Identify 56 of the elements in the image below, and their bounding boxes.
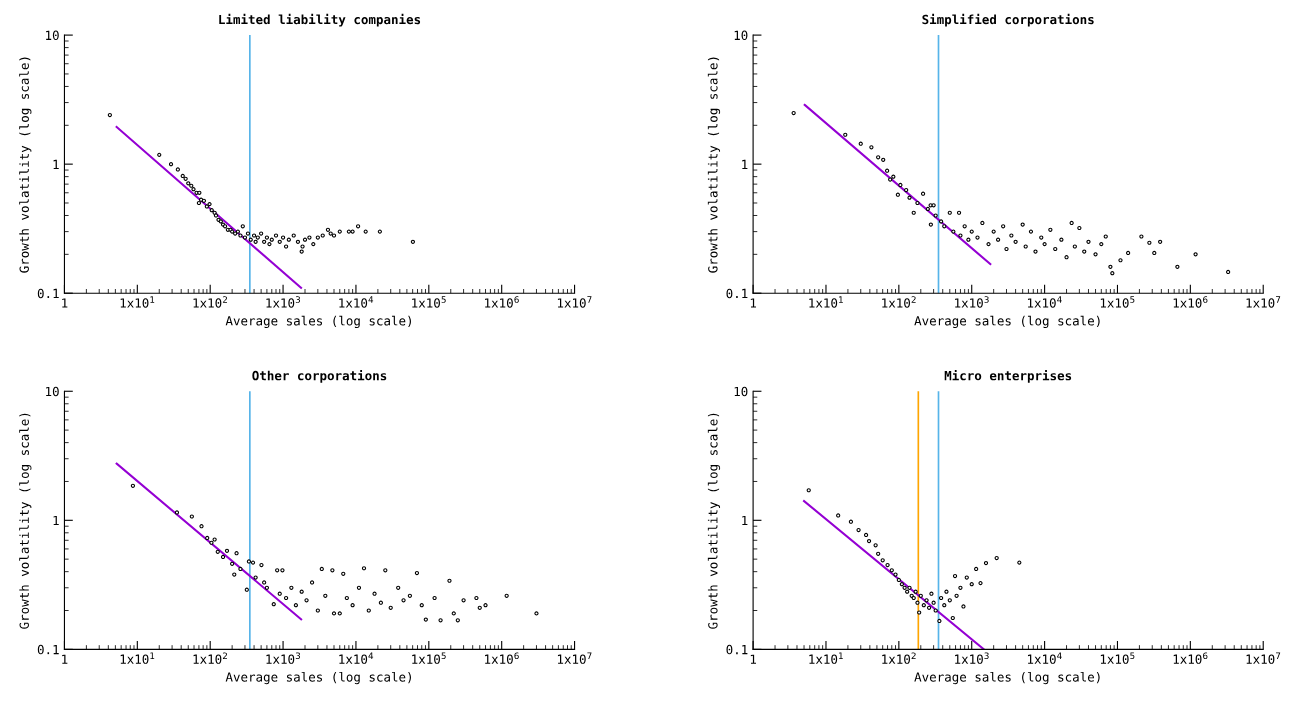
x-tick-label: 1x10$^{2}$ [193, 652, 227, 664]
y-tick-label: 10 [46, 30, 59, 41]
x-tick-label: 1 [750, 298, 757, 308]
x-tick-label: 1x10$^{2}$ [193, 296, 227, 308]
y-tick-label: 0.1 [37, 288, 59, 299]
x-tick-label: 1x10$^{3}$ [955, 652, 989, 664]
chart-title: Micro enterprises [944, 369, 1072, 383]
x-tick-label: 1x10$^{3}$ [266, 296, 301, 308]
x-tick-label: 1x10$^{3}$ [266, 652, 301, 664]
y-tick-label: 10 [734, 386, 748, 397]
y-axis-title: Growth volatility (log scale) [707, 413, 721, 629]
y-axis-title: Growth volatility (log scale) [707, 57, 721, 273]
x-tick-label: 1x10$^{7}$ [557, 652, 592, 664]
x-tick-label: 1x10$^{1}$ [120, 296, 155, 308]
x-tick-label: 1x10$^{4}$ [1027, 652, 1062, 664]
x-tick-label: 1 [62, 654, 68, 664]
y-tick-label: 10 [734, 30, 748, 41]
y-tick-label: 1 [53, 515, 59, 526]
x-tick-label: 1x10$^{7}$ [1246, 652, 1281, 664]
x-axis-title: Average sales (log scale) [225, 671, 411, 685]
x-tick-label: 1x10$^{6}$ [1173, 296, 1208, 308]
chart-title: Simplified corporations [922, 13, 1094, 27]
x-tick-label: 1x10$^{4}$ [339, 652, 374, 664]
y-tick-label: 1 [742, 515, 748, 526]
y-axis-title: Growth volatility (log scale) [19, 57, 32, 273]
x-axis-title: Average sales (log scale) [914, 671, 1100, 685]
y-tick-label: 0.1 [726, 644, 748, 655]
x-tick-label: 1x10$^{5}$ [412, 296, 446, 308]
x-tick-label: 1x10$^{5}$ [1100, 652, 1135, 664]
y-axis-title: Growth volatility (log scale) [19, 413, 32, 629]
x-tick-label: 1 [750, 654, 757, 664]
x-tick-label: 1x10$^{6}$ [485, 296, 519, 308]
chart-title: Other corporations [252, 369, 387, 383]
x-tick-label: 1x10$^{6}$ [485, 652, 519, 664]
chart-title: Limited liability companies [219, 13, 421, 27]
y-tick-label: 0.1 [726, 288, 748, 299]
y-tick-label: 10 [46, 386, 59, 397]
x-tick-label: 1x10$^{4}$ [1027, 296, 1062, 308]
x-tick-label: 1x10$^{6}$ [1173, 652, 1208, 664]
x-tick-label: 1x10$^{3}$ [955, 296, 989, 308]
x-tick-label: 1x10$^{7}$ [1246, 296, 1281, 308]
y-tick-label: 0.1 [37, 644, 59, 655]
y-tick-label: 1 [742, 159, 748, 169]
x-tick-label: 1x10$^{2}$ [882, 652, 916, 664]
x-tick-label: 1 [62, 298, 68, 308]
x-tick-label: 1x10$^{2}$ [882, 296, 916, 308]
x-tick-label: 1x10$^{1}$ [809, 652, 843, 664]
x-tick-label: 1x10$^{5}$ [412, 652, 446, 664]
x-tick-label: 1x10$^{1}$ [120, 652, 155, 664]
x-tick-label: 1x10$^{7}$ [557, 296, 592, 308]
x-tick-label: 1x10$^{4}$ [339, 296, 374, 308]
x-tick-label: 1x10$^{5}$ [1100, 296, 1135, 308]
x-tick-label: 1x10$^{1}$ [809, 296, 843, 308]
x-axis-title: Average sales (log scale) [914, 315, 1100, 329]
y-tick-label: 1 [53, 159, 59, 169]
x-axis-title: Average sales (log scale) [225, 315, 411, 329]
